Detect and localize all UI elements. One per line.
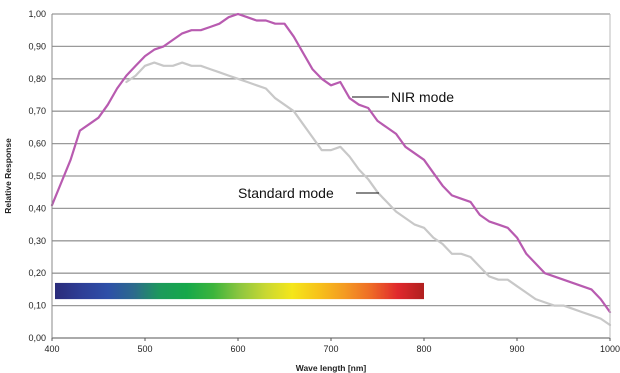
y-tick-label: 1,00 <box>28 9 46 19</box>
y-tick-label: 0,50 <box>28 171 46 181</box>
y-tick-label: 0,20 <box>28 268 46 278</box>
x-tick-label: 700 <box>323 344 338 354</box>
x-tick-label: 400 <box>44 344 59 354</box>
x-tick-label: 1000 <box>600 344 620 354</box>
x-tick-label: 900 <box>509 344 524 354</box>
series-lines <box>50 12 612 327</box>
nir-mode-label: NIR mode <box>391 89 454 105</box>
y-tick-label: 0,60 <box>28 139 46 149</box>
y-tick-label: 0,30 <box>28 236 46 246</box>
series-line-standard-mode <box>125 61 612 327</box>
y-tick-label: 0,00 <box>28 333 46 343</box>
y-tick-label: 0,80 <box>28 74 46 84</box>
axes: 0,00 0,10 0,20 0,30 0,40 0,50 0,60 0,70 0,80 0,90… <box>28 9 620 354</box>
y-tick-label: 0,90 <box>28 41 46 51</box>
x-tick-label: 600 <box>230 344 245 354</box>
spectrum-bar <box>55 282 424 300</box>
spectrum-bar-group <box>55 282 424 300</box>
y-tick-label: 0,10 <box>28 301 46 311</box>
y-tick-label: 0,40 <box>28 203 46 213</box>
y-tick-label: 0,70 <box>28 106 46 116</box>
standard-mode-label: Standard mode <box>238 185 334 201</box>
x-axis-label: Wave length [nm] <box>296 363 367 373</box>
x-tick-label: 800 <box>416 344 431 354</box>
annotations: NIR mode Standard mode <box>238 89 454 201</box>
y-axis-label: Relative Response <box>3 138 13 214</box>
grid-lines <box>52 13 610 339</box>
x-tick-label: 500 <box>137 344 152 354</box>
series-line-nir-mode <box>50 12 612 314</box>
